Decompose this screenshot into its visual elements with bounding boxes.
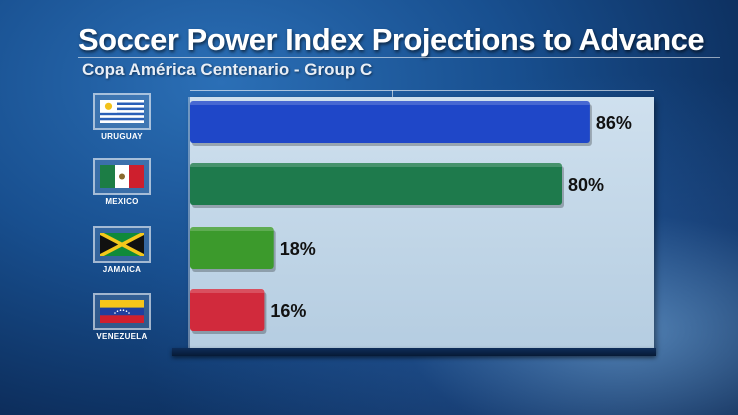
uruguay-flag-icon (93, 93, 151, 130)
category-label: URUGUAY (101, 132, 143, 141)
plot-base (172, 348, 656, 356)
bar-mexico (190, 163, 562, 205)
data-label: 86% (596, 113, 632, 133)
bar-venezuela (190, 289, 265, 331)
bar-jamaica (190, 227, 274, 269)
title-divider (78, 57, 720, 58)
mexico-flag-icon (93, 158, 151, 195)
panel-top-edge (190, 90, 654, 98)
chart-subtitle: Copa América Centenario - Group C (82, 60, 373, 79)
chart-title: Soccer Power Index Projections to Advanc… (78, 22, 705, 57)
bar-highlight (190, 101, 590, 105)
bar-highlight (190, 289, 265, 293)
plot-axis-line (188, 97, 190, 349)
bar-highlight (190, 227, 274, 231)
venezuela-flag-icon (93, 293, 151, 330)
data-label: 18% (280, 239, 316, 259)
category-label: MEXICO (105, 197, 139, 206)
bar-uruguay (190, 101, 590, 143)
bar-highlight (190, 163, 562, 167)
data-label: 16% (270, 301, 306, 321)
panel-top-tick (392, 90, 393, 97)
category-label: VENEZUELA (96, 332, 148, 341)
data-label: 80% (568, 175, 604, 195)
jamaica-flag-icon (93, 226, 151, 263)
category-label: JAMAICA (102, 265, 142, 274)
